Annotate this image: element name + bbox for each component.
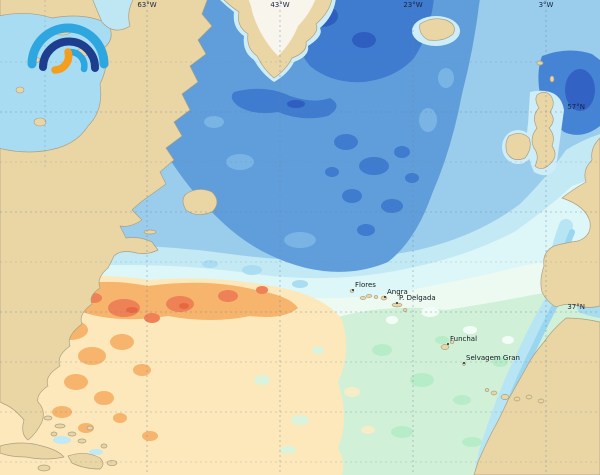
logo-outer-arc [27, 23, 109, 69]
land-puerto-rico [106, 460, 118, 466]
land-cuba [0, 442, 65, 460]
canary-islands [484, 388, 545, 404]
land-faroe [536, 60, 544, 66]
hudson-strait-water [92, 0, 134, 31]
land-newfoundland [182, 189, 218, 215]
land-bahamas [43, 415, 108, 449]
cool-region-texture [204, 68, 454, 248]
land-great-britain [531, 91, 556, 169]
logo-inner-arc [66, 48, 88, 73]
land-prince-edward [143, 229, 157, 235]
land-ireland [505, 133, 531, 160]
land-north-africa [473, 317, 600, 475]
land-shetland [549, 75, 555, 83]
anomaly-cold-core-northeast [565, 69, 595, 111]
land-iceland [419, 18, 455, 41]
meteo-institute-arcs-logo [27, 23, 109, 74]
land-hispaniola [67, 453, 104, 470]
anomaly-hot-spots [126, 303, 189, 313]
logo-middle-arc [39, 37, 100, 72]
greenland-ice-cap [248, 0, 316, 56]
atlantic-islands [349, 289, 545, 404]
logo-accent-arc [51, 48, 73, 74]
land-europe [540, 137, 600, 308]
land-jamaica [37, 464, 51, 472]
